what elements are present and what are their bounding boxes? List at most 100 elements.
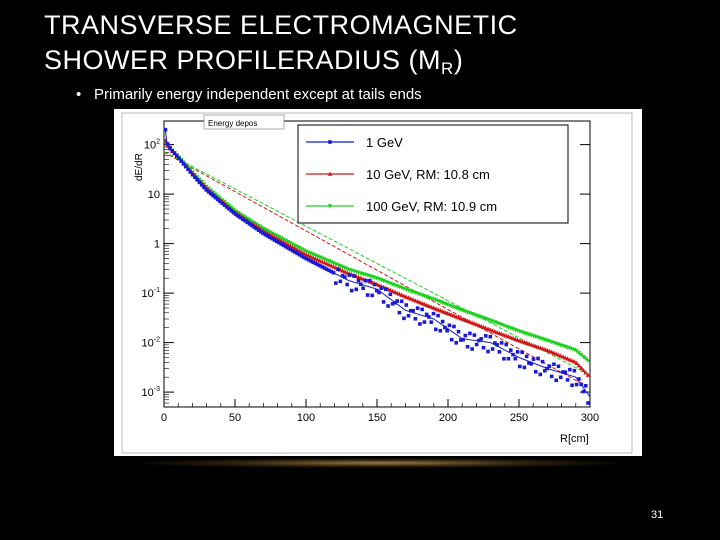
x-tick-label: 200 bbox=[439, 412, 457, 424]
series-point bbox=[190, 172, 195, 177]
y-tick-label: 10 bbox=[148, 189, 160, 201]
series-point bbox=[334, 281, 338, 285]
series-point bbox=[585, 358, 591, 364]
chart-image: Energy depos dE/dR R[cm] 0 50 100 150 200 250… bbox=[114, 109, 642, 456]
series-point bbox=[415, 306, 420, 310]
series-point bbox=[193, 175, 197, 180]
series-point bbox=[554, 378, 559, 383]
series-point bbox=[568, 367, 572, 372]
series-point bbox=[293, 250, 297, 254]
series-point bbox=[345, 282, 349, 287]
series-point bbox=[536, 356, 540, 361]
series-point bbox=[220, 201, 225, 205]
series-point bbox=[279, 242, 284, 246]
series-point bbox=[338, 279, 343, 284]
series-0 bbox=[163, 127, 591, 405]
series-point bbox=[374, 288, 379, 293]
series-point bbox=[179, 159, 184, 163]
series-point bbox=[561, 370, 565, 374]
series-point bbox=[249, 223, 254, 228]
series-point bbox=[452, 324, 456, 329]
series-point bbox=[531, 357, 536, 361]
series-point bbox=[318, 263, 322, 268]
series-point bbox=[474, 342, 479, 347]
series-point bbox=[181, 162, 186, 166]
series-point bbox=[209, 191, 213, 196]
series-point bbox=[490, 347, 495, 351]
series-point bbox=[281, 243, 286, 248]
series-point bbox=[547, 364, 552, 368]
series-point bbox=[470, 347, 474, 351]
bullet-item: • Primarily energy independent except at … bbox=[76, 86, 422, 103]
series-point bbox=[320, 265, 324, 269]
series-point bbox=[213, 195, 218, 200]
series-point bbox=[420, 307, 424, 312]
series-point bbox=[263, 232, 268, 237]
series-point bbox=[327, 171, 333, 176]
series-point bbox=[581, 367, 586, 373]
series-point bbox=[370, 293, 374, 298]
series-point bbox=[522, 365, 527, 370]
series-point bbox=[313, 261, 318, 266]
series-point bbox=[418, 322, 422, 326]
series-point bbox=[572, 359, 577, 364]
series-point bbox=[477, 338, 481, 343]
series-point bbox=[565, 378, 570, 382]
series-point bbox=[578, 365, 584, 370]
series-point bbox=[295, 251, 299, 256]
series-point bbox=[585, 372, 591, 377]
series-point bbox=[390, 301, 395, 306]
series-point bbox=[579, 382, 583, 387]
series-point bbox=[349, 288, 354, 293]
series-point bbox=[563, 370, 568, 375]
series-point bbox=[447, 323, 452, 328]
series-point bbox=[211, 193, 215, 198]
series-point bbox=[197, 180, 202, 185]
series-point bbox=[372, 282, 377, 287]
series-point bbox=[322, 266, 327, 270]
series-point bbox=[261, 231, 265, 236]
series-point bbox=[329, 269, 334, 274]
series-point bbox=[288, 247, 293, 252]
slide-title-line2-text: SHOWER PROFILERADIUS (M bbox=[44, 45, 442, 75]
series-point bbox=[456, 329, 461, 334]
series-point bbox=[236, 214, 240, 218]
series-point bbox=[574, 360, 579, 365]
series-point bbox=[552, 362, 556, 367]
x-tick-label: 100 bbox=[297, 412, 315, 424]
series-point bbox=[397, 310, 402, 315]
x-tick-label: 50 bbox=[229, 412, 241, 424]
legend-label: 10 GeV, RM: 10.8 cm bbox=[366, 167, 490, 182]
series-point bbox=[468, 331, 472, 336]
series-point bbox=[515, 350, 520, 354]
series-point bbox=[533, 369, 538, 374]
y-tick-label: 10-3 bbox=[142, 386, 161, 399]
series-point bbox=[227, 207, 231, 211]
series-point bbox=[234, 212, 238, 217]
slide-title-suffix: ) bbox=[453, 45, 464, 75]
x-axis-label: R[cm] bbox=[560, 433, 589, 445]
series-point bbox=[576, 363, 582, 368]
series-point bbox=[583, 370, 589, 375]
series-point bbox=[229, 208, 234, 213]
slide-title-line1: TRANSVERSE ELECTROMAGNETIC bbox=[44, 10, 518, 40]
series-point bbox=[504, 342, 509, 347]
series-point bbox=[431, 311, 436, 316]
series-point bbox=[184, 164, 188, 169]
series-point bbox=[274, 239, 279, 244]
series-point bbox=[463, 333, 468, 338]
legend-label: 100 GeV, RM: 10.9 cm bbox=[366, 199, 497, 214]
chart-svg: Energy depos dE/dR R[cm] 0 50 100 150 200 250… bbox=[114, 109, 642, 456]
series-point bbox=[277, 240, 281, 245]
series-point bbox=[427, 315, 431, 319]
series-point bbox=[331, 270, 336, 275]
series-point bbox=[578, 353, 584, 358]
series-point bbox=[399, 299, 404, 304]
bullet-dot-icon: • bbox=[76, 86, 82, 103]
series-point bbox=[328, 140, 332, 144]
series-point bbox=[481, 345, 486, 350]
series-point bbox=[461, 337, 465, 342]
series-point bbox=[586, 401, 590, 405]
series-point bbox=[352, 274, 356, 278]
series-point bbox=[574, 382, 579, 387]
